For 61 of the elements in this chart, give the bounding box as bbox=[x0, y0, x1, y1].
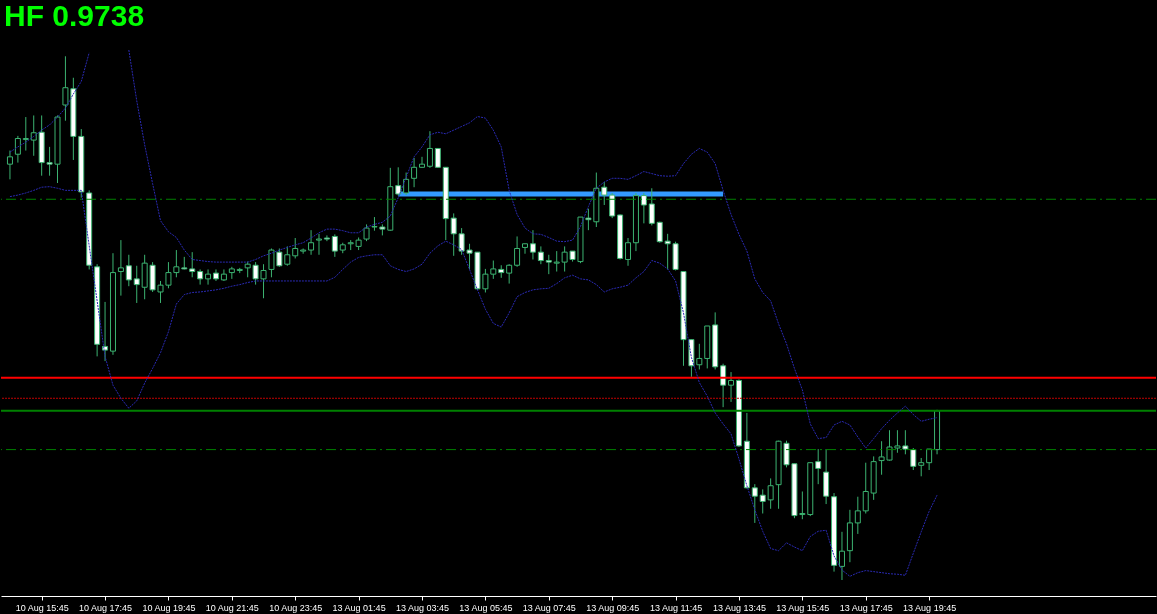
candlestick bbox=[522, 243, 529, 255]
x-tick-label: 10 Aug 21:45 bbox=[205, 602, 259, 613]
candlestick bbox=[506, 263, 513, 285]
candlestick bbox=[759, 488, 766, 514]
x-tick-label: 10 Aug 23:45 bbox=[269, 602, 323, 613]
candlestick bbox=[6, 150, 13, 180]
x-tick-label: 13 Aug 07:45 bbox=[522, 602, 576, 613]
x-tick-label: 10 Aug 15:45 bbox=[15, 602, 69, 613]
candlestick bbox=[403, 172, 410, 196]
candlestick bbox=[117, 239, 124, 297]
candlestick bbox=[300, 247, 307, 255]
candlestick bbox=[323, 234, 330, 242]
chart-title: HF 0.9738 bbox=[4, 0, 145, 32]
candlestick bbox=[14, 135, 21, 164]
candlestick bbox=[767, 477, 774, 510]
candlestick bbox=[854, 496, 861, 535]
candlestick bbox=[308, 229, 315, 256]
x-tick-label: 10 Aug 17:45 bbox=[79, 602, 133, 613]
x-tick-label: 13 Aug 09:45 bbox=[586, 602, 640, 613]
x-tick-label: 13 Aug 19:45 bbox=[903, 602, 957, 613]
candlestick bbox=[648, 187, 655, 226]
candlestick bbox=[537, 245, 544, 265]
candlestick bbox=[815, 448, 822, 485]
candlestick bbox=[189, 251, 196, 278]
x-tick-label: 13 Aug 05:45 bbox=[459, 602, 513, 613]
candlestick bbox=[331, 233, 338, 258]
candlestick bbox=[625, 237, 632, 267]
candlestick bbox=[728, 371, 735, 403]
candlestick bbox=[918, 457, 925, 477]
candlestick bbox=[609, 192, 616, 219]
candlestick bbox=[125, 254, 132, 287]
candlestick bbox=[419, 156, 425, 169]
candlestick bbox=[292, 237, 299, 259]
x-tick-label: 13 Aug 17:45 bbox=[839, 602, 893, 613]
candlestick bbox=[197, 268, 204, 286]
candlestick bbox=[601, 181, 608, 206]
candlestick bbox=[426, 130, 433, 169]
x-tick-label: 13 Aug 13:45 bbox=[712, 602, 766, 613]
candlestick bbox=[411, 157, 418, 188]
candlestick bbox=[22, 116, 29, 152]
candlestick bbox=[529, 229, 536, 260]
candlestick bbox=[315, 233, 322, 256]
candlestick bbox=[434, 147, 441, 169]
candlestick bbox=[640, 192, 647, 224]
x-tick-label: 13 Aug 01:45 bbox=[332, 602, 386, 613]
candlestick bbox=[545, 254, 552, 275]
x-tick-label: 13 Aug 03:45 bbox=[395, 602, 450, 613]
candlestick bbox=[910, 447, 917, 471]
candlestick bbox=[751, 483, 758, 524]
candlestick bbox=[720, 363, 727, 408]
candlestick bbox=[838, 531, 845, 581]
x-tick-label: 10 Aug 19:45 bbox=[142, 602, 196, 613]
x-tick-label: 13 Aug 15:45 bbox=[776, 602, 830, 613]
candlestick bbox=[30, 114, 37, 157]
candlestick bbox=[514, 235, 521, 268]
candlestick bbox=[133, 265, 140, 304]
candlestick bbox=[205, 268, 212, 286]
candlestick bbox=[395, 166, 402, 197]
candlestick bbox=[862, 462, 869, 514]
candlestick bbox=[102, 301, 109, 362]
x-tick-label: 13 Aug 11:45 bbox=[649, 602, 703, 613]
